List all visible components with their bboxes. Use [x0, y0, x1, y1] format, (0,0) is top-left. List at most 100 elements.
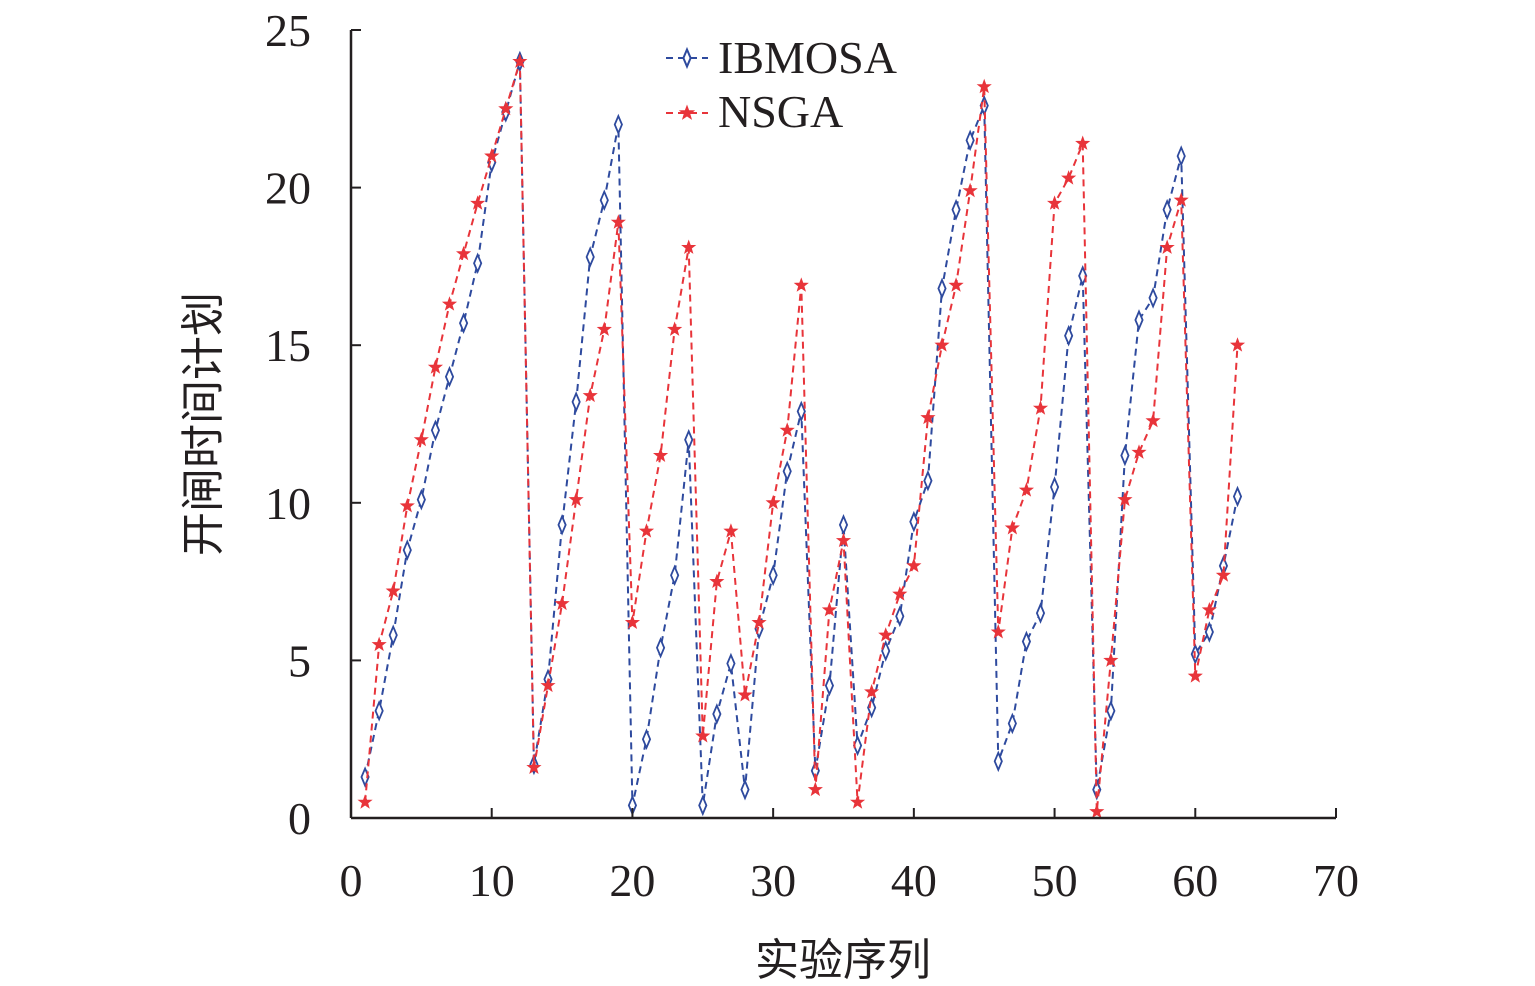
data-point-nsga [554, 595, 570, 611]
axes [349, 30, 1336, 820]
data-point-ibmosa [458, 312, 469, 334]
data-point-nsga [1201, 601, 1217, 617]
data-point-ibmosa [712, 703, 722, 725]
y-tick-label: 15 [265, 320, 311, 371]
legend-item-nsga: NSGA [666, 86, 843, 137]
data-point-ibmosa [1176, 145, 1186, 167]
data-point-ibmosa [824, 674, 835, 697]
data-point-nsga [793, 277, 809, 292]
data-point-nsga [1046, 195, 1063, 210]
data-point-nsga [1187, 668, 1203, 683]
data-point-ibmosa [782, 460, 792, 483]
data-point-nsga [399, 497, 415, 513]
data-point-ibmosa [599, 189, 609, 212]
y-axis-title: 开闸时间计划 [178, 292, 229, 556]
data-point-nsga [920, 409, 936, 425]
data-point-nsga [427, 359, 444, 374]
data-point-ibmosa [388, 624, 398, 646]
data-point-nsga [976, 78, 992, 94]
data-point-nsga [835, 532, 852, 548]
data-point-nsga [455, 245, 472, 261]
x-tick-label: 20 [609, 855, 655, 906]
data-point-nsga [1089, 803, 1105, 819]
data-point-ibmosa [684, 428, 694, 451]
data-point-nsga [624, 614, 641, 630]
data-point-ibmosa [923, 469, 933, 492]
data-point-ibmosa [613, 113, 623, 136]
data-point-nsga [681, 239, 697, 254]
x-tick-label: 30 [750, 855, 796, 906]
data-point-ibmosa [951, 198, 961, 221]
data-point-nsga [512, 53, 528, 68]
data-point-nsga [948, 277, 964, 292]
data-point-ibmosa [557, 514, 567, 536]
y-tick-label: 20 [265, 163, 311, 214]
y-tick-label: 0 [288, 793, 311, 844]
data-point-nsga [892, 586, 908, 601]
x-tick-label: 60 [1172, 855, 1218, 906]
data-point-ibmosa [1148, 287, 1158, 309]
data-point-nsga [807, 781, 823, 797]
data-point-ibmosa [1120, 444, 1130, 467]
data-point-nsga [737, 687, 753, 702]
data-point-nsga [751, 614, 767, 630]
data-point-nsga [962, 182, 978, 198]
data-point-ibmosa [1162, 198, 1172, 221]
data-point-ibmosa [838, 514, 849, 536]
data-point-ibmosa [1021, 630, 1032, 653]
series-line-ibmosa [364, 61, 1239, 806]
data-point-ibmosa [444, 365, 455, 388]
legend-label-ibmosa: IBMOSA [718, 32, 897, 83]
legend-marker-ibmosa [682, 46, 692, 70]
data-point-nsga [849, 794, 866, 809]
data-point-nsga [878, 627, 894, 642]
legend-label-nsga: NSGA [718, 86, 843, 137]
data-point-ibmosa [909, 510, 919, 533]
data-point-ibmosa [1078, 265, 1088, 287]
x-tick-label: 50 [1032, 855, 1078, 906]
y-tick-label: 10 [265, 478, 311, 529]
data-point-ibmosa [1134, 309, 1144, 331]
data-point-nsga [568, 491, 584, 507]
data-point-nsga [357, 794, 373, 809]
data-point-ibmosa [571, 391, 581, 413]
data-point-ibmosa [473, 252, 483, 275]
plot-area [357, 50, 1246, 819]
x-tick-label: 10 [469, 855, 515, 906]
data-point-nsga [1018, 482, 1035, 497]
data-point-ibmosa [670, 564, 680, 587]
data-point-ibmosa [698, 794, 708, 817]
data-point-nsga [1004, 520, 1020, 535]
data-point-ibmosa [726, 652, 736, 675]
data-point-nsga [667, 321, 683, 336]
data-point-ibmosa [1106, 700, 1116, 722]
data-point-ibmosa [1064, 324, 1074, 347]
data-point-ibmosa [655, 636, 666, 659]
data-point-nsga [540, 677, 556, 693]
data-point-nsga [596, 321, 612, 336]
legend: IBMOSA NSGA [666, 32, 897, 137]
data-point-nsga [864, 683, 880, 699]
data-point-ibmosa [1204, 621, 1214, 643]
data-point-ibmosa [740, 778, 750, 801]
data-point-ibmosa [937, 277, 947, 300]
data-point-nsga [1215, 567, 1232, 582]
data-point-nsga [695, 728, 711, 743]
data-point-ibmosa [374, 700, 384, 722]
data-point-nsga [1145, 412, 1161, 428]
data-point-nsga [1103, 652, 1119, 667]
x-tick-label: 70 [1313, 855, 1359, 906]
data-point-nsga [934, 337, 950, 352]
data-point-ibmosa [416, 488, 426, 511]
data-point-nsga [652, 447, 669, 462]
x-tick-label: 40 [891, 855, 937, 906]
data-point-nsga [484, 148, 500, 163]
data-point-nsga [765, 494, 781, 510]
data-point-ibmosa [993, 750, 1003, 773]
data-point-ibmosa [1232, 485, 1243, 508]
data-point-nsga [413, 431, 429, 447]
data-point-ibmosa [895, 605, 905, 628]
data-point-ibmosa [768, 564, 778, 587]
data-point-nsga [906, 557, 922, 573]
